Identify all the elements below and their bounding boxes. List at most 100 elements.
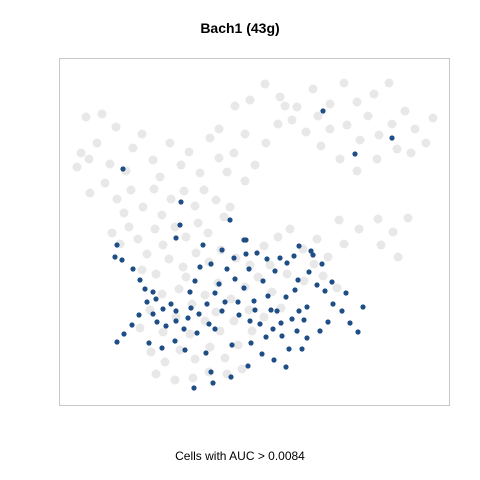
background-cell-point xyxy=(157,289,167,299)
selected-cell-point xyxy=(299,346,305,352)
selected-cell-point xyxy=(278,320,284,326)
background-cell-point xyxy=(240,176,250,186)
background-cell-point xyxy=(261,138,271,148)
background-cell-point xyxy=(188,373,198,383)
background-cell-point xyxy=(97,109,107,119)
selected-cell-point xyxy=(229,342,235,348)
selected-cell-point xyxy=(289,316,295,322)
selected-cell-point xyxy=(146,340,152,346)
background-cell-point xyxy=(299,276,309,286)
selected-cell-point xyxy=(219,247,225,253)
selected-cell-point xyxy=(260,278,266,284)
selected-cell-point xyxy=(317,328,323,334)
background-cell-point xyxy=(323,252,333,262)
background-cell-point xyxy=(233,340,243,350)
background-cell-point xyxy=(193,218,203,228)
selected-cell-point xyxy=(196,311,202,317)
background-cell-point xyxy=(124,222,134,232)
background-cell-point xyxy=(335,154,345,164)
background-cell-point xyxy=(230,101,240,111)
background-cell-point xyxy=(376,240,386,250)
selected-cell-point xyxy=(347,320,353,326)
background-cell-point xyxy=(128,143,138,153)
background-cell-point xyxy=(308,84,318,94)
background-cell-point xyxy=(137,129,147,139)
background-cell-point xyxy=(273,232,283,242)
selected-cell-point xyxy=(241,237,247,243)
selected-cell-point xyxy=(172,338,178,344)
selected-cell-point xyxy=(320,108,326,114)
background-cell-point xyxy=(247,326,257,336)
background-cell-point xyxy=(229,316,239,326)
background-cell-point xyxy=(220,353,230,363)
background-cell-point xyxy=(318,271,328,281)
background-cell-point xyxy=(92,138,102,148)
background-cell-point xyxy=(312,234,322,244)
background-cell-point xyxy=(149,184,159,194)
selected-cell-point xyxy=(270,326,276,332)
selected-cell-point xyxy=(248,340,254,346)
background-cell-point xyxy=(392,144,402,154)
selected-cell-point xyxy=(325,319,331,325)
selected-cell-point xyxy=(129,322,135,328)
background-cell-point xyxy=(190,201,200,211)
background-cell-point xyxy=(352,166,362,176)
background-cell-point xyxy=(151,369,161,379)
background-cell-point xyxy=(171,312,181,322)
selected-cell-point xyxy=(283,364,289,370)
background-cell-point xyxy=(237,364,247,374)
selected-cell-point xyxy=(241,285,247,291)
background-cell-point xyxy=(135,323,145,333)
selected-cell-point xyxy=(192,278,198,284)
background-cell-point xyxy=(226,294,236,304)
background-cell-point xyxy=(244,305,254,315)
selected-cell-point xyxy=(231,255,237,261)
selected-cell-point xyxy=(301,317,307,323)
selected-cell-point xyxy=(252,307,258,313)
selected-cell-point xyxy=(330,301,336,307)
background-cell-point xyxy=(225,202,235,212)
background-cell-point xyxy=(105,159,115,169)
background-cell-point xyxy=(287,115,297,125)
x-axis-label: Cells with AUC > 0.0084 xyxy=(175,449,305,463)
selected-cell-point xyxy=(187,289,193,295)
background-cell-point xyxy=(111,122,121,132)
selected-cell-point xyxy=(329,279,335,285)
chart-title: Bach1 (43g) xyxy=(200,20,280,36)
background-cell-point xyxy=(369,89,379,99)
background-cell-point xyxy=(339,78,349,88)
background-cell-point xyxy=(222,167,232,177)
selected-cell-point xyxy=(352,151,358,157)
selected-cell-point xyxy=(257,321,263,327)
selected-cell-point xyxy=(355,329,361,335)
background-cell-point xyxy=(100,178,110,188)
background-cell-point xyxy=(170,375,180,385)
background-cell-point xyxy=(403,213,413,223)
background-cell-point xyxy=(339,239,349,249)
background-cell-point xyxy=(81,112,91,122)
selected-cell-point xyxy=(114,339,120,345)
background-cell-point xyxy=(151,269,161,279)
selected-cell-point xyxy=(251,298,257,304)
background-cell-point xyxy=(428,113,438,123)
background-cell-point xyxy=(157,210,167,220)
selected-cell-point xyxy=(163,323,169,329)
selected-cell-point xyxy=(200,242,206,248)
background-cell-point xyxy=(387,119,397,129)
background-cell-point xyxy=(170,222,180,232)
selected-cell-point xyxy=(177,222,183,228)
background-cell-point xyxy=(219,212,229,222)
selected-cell-point xyxy=(306,269,312,275)
selected-cell-point xyxy=(204,301,210,307)
selected-cell-point xyxy=(304,335,310,341)
background-cell-point xyxy=(200,290,210,300)
background-cell-point xyxy=(259,312,269,322)
selected-cell-point xyxy=(295,277,301,283)
background-cell-point xyxy=(406,148,416,158)
background-cell-point xyxy=(354,224,364,234)
plot-frame xyxy=(59,58,450,406)
selected-cell-point xyxy=(228,374,234,380)
background-cell-point xyxy=(363,111,373,121)
selected-cell-point xyxy=(279,333,285,339)
